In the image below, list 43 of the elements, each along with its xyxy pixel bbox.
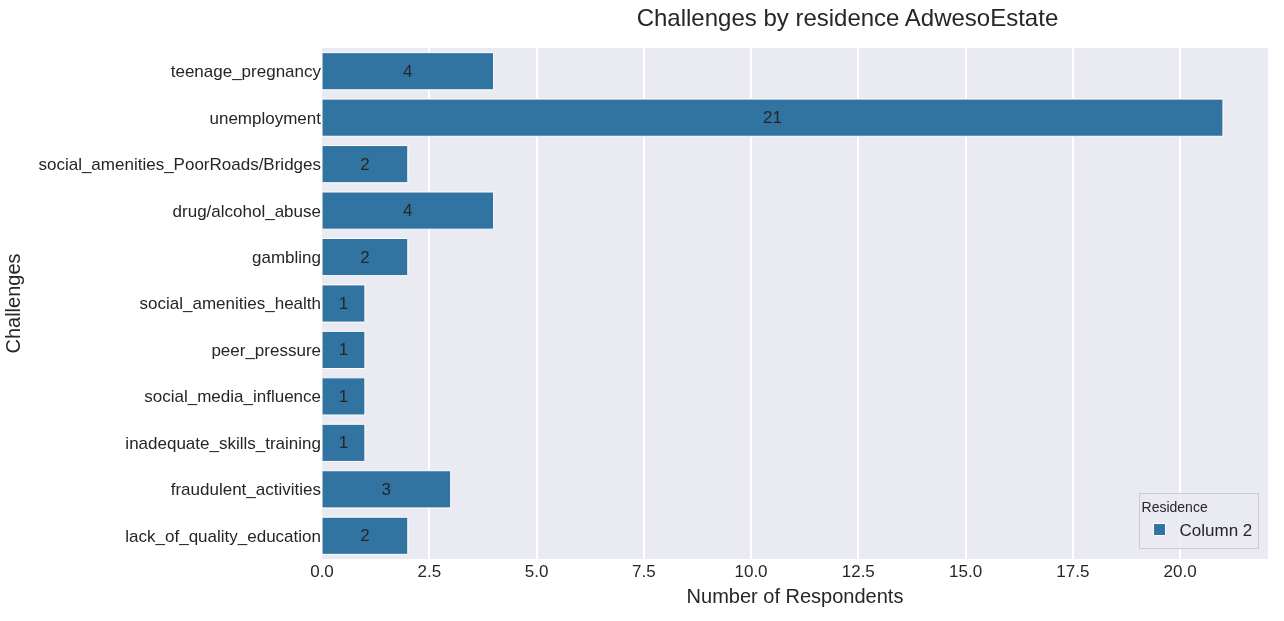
y-tick-label: gambling — [252, 248, 321, 267]
data-label: 1 — [338, 294, 349, 313]
x-tick-label: 10.0 — [734, 562, 768, 581]
x-tick-label: 0.0 — [310, 562, 334, 581]
x-tick-label: 20.0 — [1163, 562, 1197, 581]
y-tick-label: social_amenities_health — [139, 294, 321, 314]
x-tick-label: 15.0 — [948, 562, 983, 581]
bar — [322, 145, 409, 184]
bar — [322, 377, 366, 416]
data-label: 1 — [338, 433, 349, 453]
y-tick-label: teenage_pregnancy — [170, 62, 322, 82]
y-axis-title: Challenges — [1, 253, 24, 354]
y-tick-label: fraudulent_activities — [170, 480, 321, 500]
data-label: 2 — [360, 526, 370, 546]
data-label: 21 — [763, 108, 782, 128]
bar — [322, 330, 366, 370]
y-tick-label: drug/alcohol_abuse — [172, 201, 321, 221]
y-tick-label: peer_pressure — [211, 340, 321, 360]
x-tick-label: 17.5 — [1056, 562, 1090, 581]
y-tick-label: social_media_influence — [144, 387, 321, 407]
x-tick-label: 7.5 — [631, 562, 656, 581]
y-tick-label: unemployment — [209, 108, 322, 128]
data-label: 2 — [360, 247, 370, 267]
x-tick-label: 12.5 — [841, 562, 875, 581]
chart-title: Challenges by residence AdwesoEstate — [636, 4, 1059, 32]
legend-title: Residence — [1141, 498, 1208, 515]
legend-label: Column 2 — [1179, 521, 1253, 541]
y-tick-label: social_amenities_PoorRoads/Bridges — [38, 155, 321, 175]
data-label: 2 — [360, 154, 370, 174]
data-label: 3 — [381, 479, 392, 499]
bar — [322, 516, 409, 555]
x-axis-title: Number of Respondents — [686, 584, 904, 607]
bar — [322, 284, 366, 323]
bar — [322, 237, 409, 277]
data-label: 1 — [338, 340, 349, 360]
y-tick-label: inadequate_skills_training — [125, 433, 321, 453]
data-label: 4 — [403, 201, 413, 221]
x-tick-label: 5.0 — [524, 562, 549, 581]
bar — [322, 423, 366, 462]
x-tick-label: 2.5 — [417, 562, 442, 581]
data-label: 1 — [338, 386, 349, 406]
y-tick-label: lack_of_quality_education — [125, 526, 321, 546]
data-label: 4 — [403, 61, 413, 81]
